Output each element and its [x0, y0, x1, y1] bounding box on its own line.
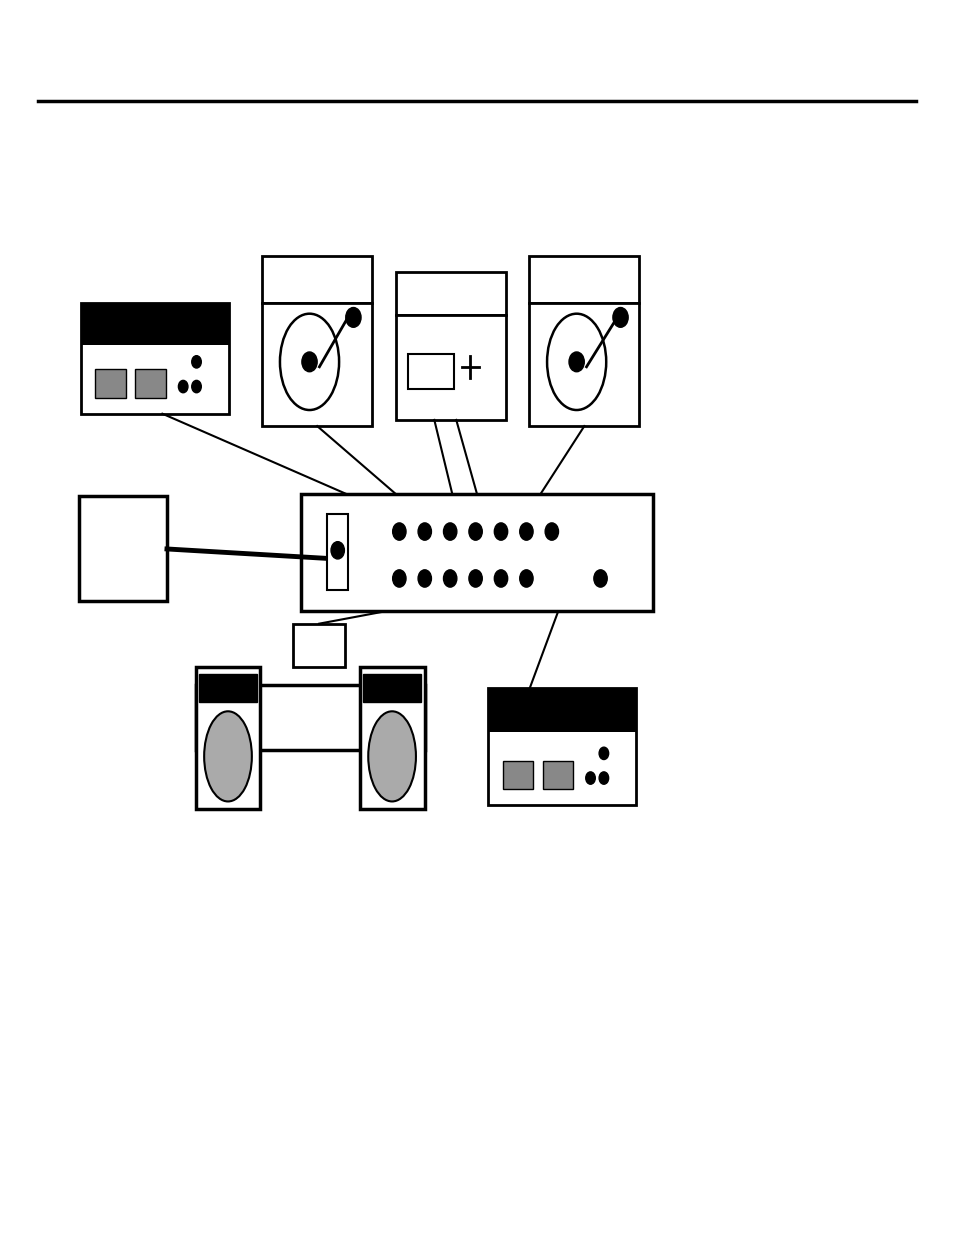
Bar [262, 256, 372, 303]
Bar [199, 674, 256, 703]
Circle shape [598, 772, 608, 784]
Bar [408, 354, 454, 389]
Bar [542, 761, 573, 789]
Circle shape [544, 522, 558, 540]
Circle shape [585, 772, 595, 784]
Ellipse shape [368, 711, 416, 802]
Circle shape [519, 569, 533, 587]
Bar [488, 688, 636, 732]
Bar [95, 369, 126, 398]
Bar [529, 256, 639, 303]
Circle shape [301, 352, 316, 372]
Circle shape [494, 522, 507, 540]
Bar [293, 624, 345, 667]
Circle shape [469, 569, 482, 587]
Bar [300, 494, 653, 611]
Circle shape [494, 569, 507, 587]
Ellipse shape [204, 711, 252, 802]
Circle shape [393, 522, 406, 540]
Bar [502, 761, 533, 789]
Circle shape [568, 352, 583, 372]
Circle shape [469, 522, 482, 540]
Bar [363, 674, 420, 703]
Ellipse shape [546, 314, 605, 410]
Circle shape [417, 569, 431, 587]
Circle shape [345, 308, 360, 327]
Circle shape [598, 747, 608, 760]
Circle shape [393, 569, 406, 587]
Circle shape [593, 569, 606, 587]
Bar [395, 315, 505, 420]
Bar [195, 685, 424, 750]
Bar [195, 667, 260, 809]
Circle shape [331, 542, 344, 559]
Circle shape [192, 380, 201, 393]
Circle shape [192, 356, 201, 368]
Circle shape [443, 522, 456, 540]
Bar [262, 303, 372, 426]
Bar [488, 688, 636, 805]
Circle shape [178, 380, 188, 393]
Ellipse shape [279, 314, 338, 410]
Circle shape [417, 522, 431, 540]
Bar [395, 272, 505, 315]
Bar [79, 496, 167, 601]
Circle shape [443, 569, 456, 587]
Bar [529, 303, 639, 426]
Bar [81, 303, 229, 345]
Bar [327, 514, 348, 590]
Bar [81, 303, 229, 414]
Circle shape [519, 522, 533, 540]
Circle shape [612, 308, 627, 327]
Bar [359, 667, 424, 809]
Bar [135, 369, 166, 398]
